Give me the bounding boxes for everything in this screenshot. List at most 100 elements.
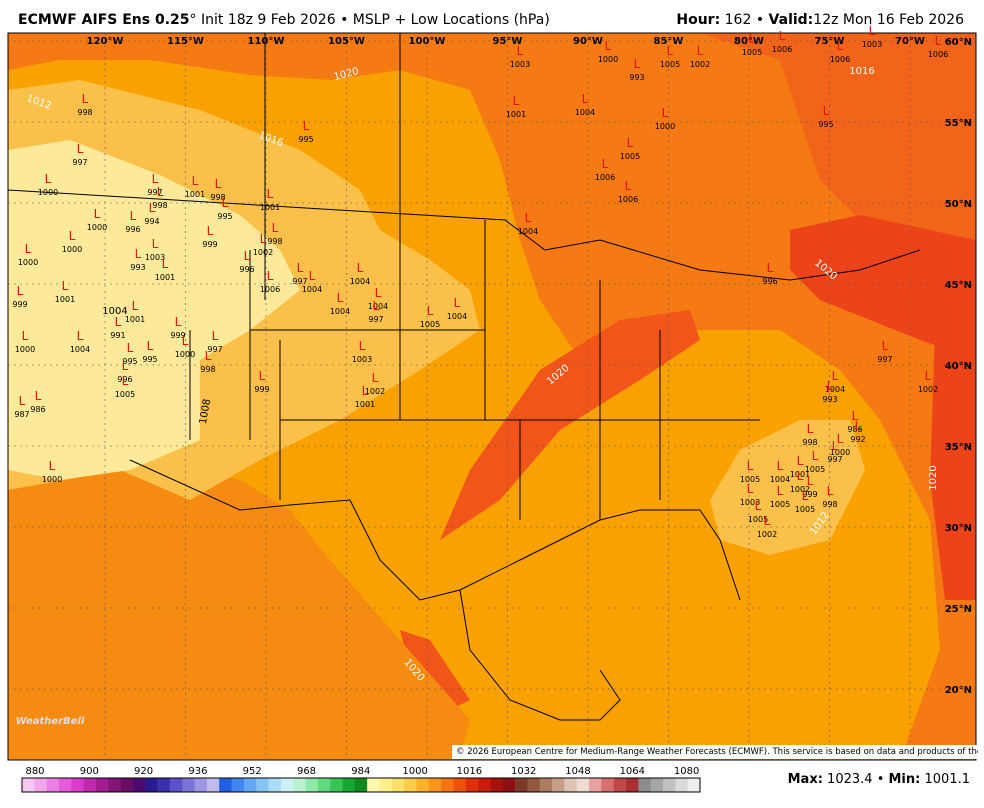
low-pressure: 999 <box>170 331 185 340</box>
bullet: • <box>876 772 885 787</box>
colorbar-label: 936 <box>188 766 207 777</box>
low-symbol: L <box>259 369 266 383</box>
low-pressure: 998 <box>267 237 282 246</box>
colorbar-swatch <box>95 778 109 792</box>
low-pressure: 999 <box>802 490 817 499</box>
low-symbol: L <box>747 482 754 496</box>
field <box>8 33 400 80</box>
low-pressure: 1005 <box>742 48 762 57</box>
colorbar-label: 900 <box>80 766 99 777</box>
low-symbol: L <box>582 92 589 106</box>
colorbar-swatch <box>391 778 405 792</box>
low-pressure: 1001 <box>790 470 810 479</box>
labels: 120°W 115°W 110°W 105°W 100°W 95°W 90°W 85°W 80°… <box>8 24 976 793</box>
degree: ° <box>189 12 197 28</box>
colorbar-swatch <box>58 778 72 792</box>
low-pressure: 993 <box>130 263 145 272</box>
max-min: Max: 1023.4 • Min: 1001.1 <box>788 772 970 787</box>
low-symbol: L <box>755 499 762 513</box>
low-symbol: L <box>309 269 316 283</box>
low-symbol: L <box>162 257 169 271</box>
colorbar-swatch <box>330 778 343 792</box>
colorbar-label: 1080 <box>674 766 699 777</box>
colorbar-swatch <box>169 778 183 792</box>
low-pressure: 999 <box>202 240 217 249</box>
low-symbol: L <box>77 142 84 156</box>
max-label: Max: <box>787 772 823 787</box>
lat-label: 50°N <box>945 199 972 210</box>
low-symbol: L <box>797 469 804 483</box>
colorbar-swatch <box>206 778 220 792</box>
low-symbol: L <box>517 44 524 58</box>
low-pressure: 1004 <box>302 285 322 294</box>
colorbar-swatch <box>256 778 269 792</box>
lon-label: 120°W <box>87 36 124 47</box>
low-pressure: 1003 <box>145 253 165 262</box>
low-symbol: L <box>25 242 32 256</box>
low-pressure: 1006 <box>772 45 792 54</box>
colorbar-swatch <box>83 778 97 792</box>
low-symbol: L <box>935 34 942 48</box>
isobar-label: 1008 <box>198 398 213 425</box>
low-symbol: L <box>135 247 142 261</box>
low-symbol: L <box>212 329 219 343</box>
lon-label: 85°W <box>654 36 684 47</box>
low-symbol: L <box>149 201 156 215</box>
low-symbol: L <box>35 389 42 403</box>
lat-label: 60°N <box>945 37 972 48</box>
low-symbol: L <box>779 29 786 43</box>
low-pressure: 986 <box>30 405 45 414</box>
colorbar-swatch <box>576 778 590 792</box>
colorbar-swatch <box>379 778 393 792</box>
low-symbol: L <box>852 409 859 423</box>
colorbar-swatch <box>502 778 516 792</box>
copyright: © 2026 European Centre for Medium-Range … <box>452 745 978 759</box>
field <box>440 310 700 540</box>
bullet: • <box>755 12 765 28</box>
low-pressure: 995 <box>217 212 232 221</box>
fields <box>8 33 976 760</box>
colorbar-swatch <box>539 778 553 792</box>
lat-label: 45°N <box>945 280 972 291</box>
low-symbol: L <box>827 379 834 393</box>
colorbar-swatch <box>268 778 282 792</box>
low-symbol: L <box>827 484 834 498</box>
low-symbol: L <box>215 177 222 191</box>
low-pressure: 999 <box>12 300 27 309</box>
low-symbol: L <box>807 474 814 488</box>
colorbar-swatch <box>243 778 257 792</box>
low-symbol: L <box>222 196 229 210</box>
colorbar-swatch <box>157 778 171 792</box>
low-pressure: 995 <box>298 135 313 144</box>
low-pressure: 999 <box>254 385 269 394</box>
colorbar-swatch <box>22 778 35 792</box>
field <box>8 140 300 480</box>
logo: WeatherBell <box>16 716 85 727</box>
low-symbol: L <box>267 187 274 201</box>
colorbar-swatch <box>280 778 294 792</box>
low-pressure: 1000 <box>38 188 58 197</box>
field <box>8 240 470 760</box>
low-pressure: 995 <box>142 355 157 364</box>
title: ECMWF AIFS Ens 0.25 <box>18 12 190 28</box>
colorbar-label: 880 <box>25 766 44 777</box>
low-pressure: 986 <box>847 425 862 434</box>
colorbar-swatch <box>453 778 467 792</box>
colorbar-swatch <box>416 778 430 792</box>
colorbar-swatch <box>342 778 356 792</box>
colorbar-label: 1064 <box>620 766 645 777</box>
low-symbol: L <box>77 329 84 343</box>
low-pressure: 1005 <box>748 515 768 524</box>
low-symbol: L <box>427 304 434 318</box>
colorbar-swatch <box>638 778 651 792</box>
min: 1001.1 <box>924 772 971 787</box>
low-pressure: 1003 <box>510 60 530 69</box>
low-symbol: L <box>362 384 369 398</box>
low-symbol: L <box>152 237 159 251</box>
low-pressure: 1003 <box>862 40 882 49</box>
colorbar-swatch <box>46 778 60 792</box>
low-pressure: 1004 <box>350 277 370 286</box>
low-symbol: L <box>777 484 784 498</box>
low-symbol: L <box>192 174 199 188</box>
